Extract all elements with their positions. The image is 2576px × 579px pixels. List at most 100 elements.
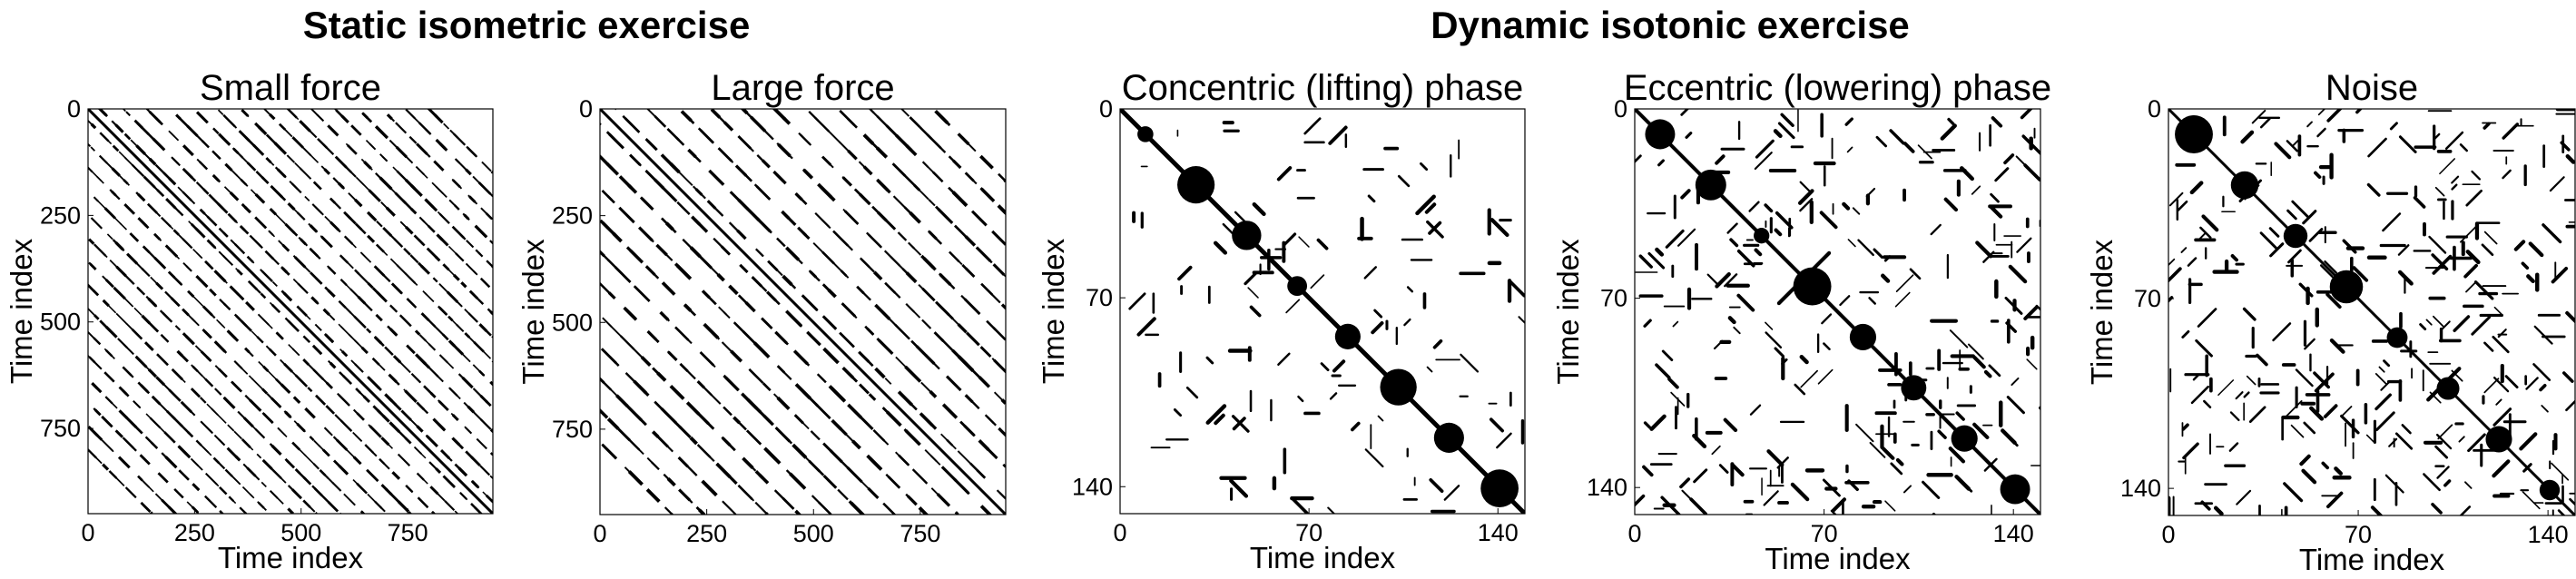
recurrence-stripe bbox=[416, 425, 424, 433]
recurrence-stripe bbox=[623, 306, 638, 321]
recurrence-stripe bbox=[350, 124, 362, 136]
recurrence-blob bbox=[1811, 250, 1832, 271]
recurrence-stripe bbox=[357, 271, 370, 285]
y-axis-label: Time index bbox=[1037, 238, 1070, 384]
recurrence-blob bbox=[2436, 466, 2450, 479]
recurrence-stripe bbox=[792, 349, 809, 366]
recurrence-blob bbox=[1205, 356, 1214, 365]
recurrence-blob bbox=[2419, 323, 2427, 331]
y-tick-label: 0 bbox=[67, 95, 81, 123]
recurrence-stripe bbox=[183, 145, 192, 153]
recurrence-stripe bbox=[274, 166, 287, 179]
recurrence-blob bbox=[2026, 358, 2038, 370]
recurrence-stripe bbox=[644, 265, 656, 276]
recurrence-blob bbox=[2397, 244, 2410, 256]
recurrence-stripe bbox=[810, 430, 821, 441]
recurrence-blob bbox=[1665, 229, 1685, 249]
recurrence-stripe bbox=[632, 348, 644, 359]
recurrence-blob bbox=[2269, 242, 2285, 258]
recurrence-stripe bbox=[418, 239, 426, 247]
recurrence-stripe bbox=[219, 510, 224, 514]
recurrence-stripe bbox=[217, 414, 227, 424]
recurrence-stripe bbox=[143, 341, 153, 350]
recurrence-stripe bbox=[196, 252, 203, 260]
diagonal-blob bbox=[1433, 422, 1464, 453]
recurrence-blob bbox=[1508, 280, 1525, 298]
recurrence-blob bbox=[1713, 339, 1724, 350]
recurrence-blob bbox=[2181, 329, 2190, 339]
recurrence-stripe bbox=[265, 133, 280, 147]
diagonal-blob bbox=[2436, 377, 2460, 400]
recurrence-blob bbox=[1277, 352, 1291, 367]
recurrence-stripe bbox=[979, 154, 994, 170]
recurrence-stripe bbox=[104, 396, 118, 409]
recurrence-stripe bbox=[418, 475, 428, 485]
recurrence-stripe bbox=[294, 444, 307, 457]
diagonal-blob bbox=[1137, 126, 1154, 142]
recurrence-stripe bbox=[182, 167, 193, 179]
recurrence-blob bbox=[2190, 385, 2210, 405]
recurrence-stripe bbox=[478, 323, 488, 332]
recurrence-blob bbox=[2569, 497, 2575, 506]
recurrence-blob bbox=[2039, 406, 2040, 411]
recurrence-stripe bbox=[905, 493, 915, 504]
recurrence-stripe bbox=[707, 390, 722, 405]
recurrence-stripe bbox=[265, 156, 272, 164]
recurrence-stripe bbox=[633, 285, 651, 303]
recurrence-blob bbox=[1777, 122, 1795, 140]
recurrence-stripe bbox=[670, 386, 683, 398]
recurrence-stripe bbox=[978, 376, 991, 388]
recurrence-stripe bbox=[249, 398, 262, 412]
recurrence-blob bbox=[1638, 254, 1653, 269]
recurrence-stripe bbox=[897, 231, 908, 241]
recurrence-stripe bbox=[122, 366, 133, 377]
recurrence-stripe bbox=[905, 271, 918, 284]
recurrence-stripe bbox=[392, 283, 403, 295]
recurrence-blob bbox=[2521, 261, 2530, 270]
diagonal-blob bbox=[1645, 119, 1676, 150]
recurrence-blob bbox=[2304, 338, 2315, 350]
recurrence-stripe bbox=[103, 371, 115, 383]
recurrence-blob bbox=[2020, 109, 2033, 120]
recurrence-stripe bbox=[325, 405, 336, 415]
recurrence-stripe bbox=[600, 281, 612, 295]
recurrence-stripe bbox=[217, 320, 224, 328]
recurrence-stripe bbox=[111, 190, 117, 197]
y-tick-label: 500 bbox=[552, 309, 593, 336]
recurrence-blob bbox=[1875, 135, 1888, 148]
recurrence-stripe bbox=[380, 437, 390, 447]
plot-frame bbox=[1634, 108, 2041, 515]
recurrence-stripe bbox=[773, 489, 787, 503]
recurrence-blob bbox=[2299, 454, 2311, 466]
recurrence-stripe bbox=[868, 456, 881, 470]
recurrence-stripe bbox=[142, 245, 151, 254]
recurrence-stripe bbox=[892, 195, 907, 209]
recurrence-blob bbox=[1252, 201, 1266, 217]
recurrence-blob bbox=[1297, 395, 1304, 403]
recurrence-stripe bbox=[335, 227, 341, 233]
recurrence-stripe bbox=[269, 490, 279, 499]
recurrence-stripe bbox=[375, 125, 389, 140]
recurrence-stripe bbox=[392, 355, 402, 364]
x-tick-label: 140 bbox=[2528, 521, 2569, 548]
recurrence-stripe bbox=[489, 240, 493, 245]
recurrence-stripe bbox=[339, 371, 349, 382]
recurrence-blob bbox=[1283, 232, 1297, 247]
recurrence-blob bbox=[2483, 122, 2491, 130]
recurrence-blob bbox=[2323, 404, 2338, 418]
recurrence-stripe bbox=[992, 327, 1006, 341]
recurrence-stripe bbox=[199, 397, 207, 404]
recurrence-stripe bbox=[368, 189, 381, 202]
y-tick-label: 70 bbox=[1086, 284, 1113, 311]
recurrence-stripe bbox=[850, 501, 866, 515]
recurrence-stripe bbox=[378, 270, 391, 283]
recurrence-stripe bbox=[276, 191, 287, 201]
recurrence-stripe bbox=[356, 482, 369, 495]
recurrence-stripe bbox=[432, 417, 447, 432]
recurrence-stripe bbox=[410, 114, 420, 123]
recurrence-stripe bbox=[246, 302, 252, 309]
recurrence-blob bbox=[1229, 478, 1249, 498]
recurrence-blob bbox=[1685, 132, 1693, 139]
recurrence-stripe bbox=[320, 471, 329, 479]
